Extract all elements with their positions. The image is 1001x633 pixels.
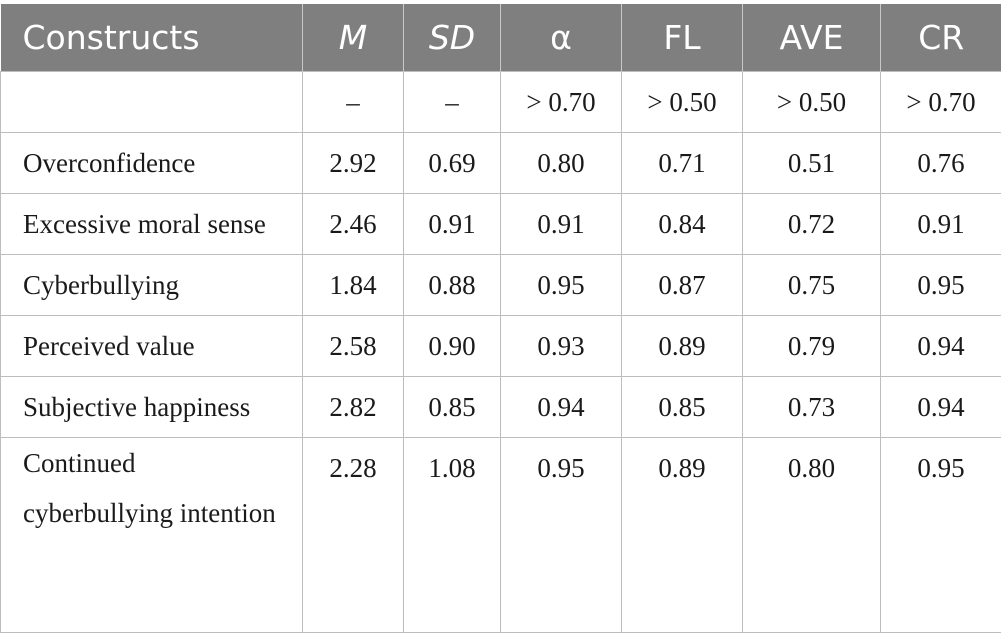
cell-sd: 0.85 (404, 377, 501, 438)
cell-alpha: 0.80 (501, 133, 622, 194)
cell-fl: 0.85 (622, 377, 743, 438)
cell-sd: 0.88 (404, 255, 501, 316)
cell-sd: 1.08 (404, 438, 501, 633)
header-row: Constructs M SD α FL AVE CR (1, 4, 1001, 72)
cell-mean: 2.82 (303, 377, 404, 438)
cell-construct (1, 72, 303, 133)
cell-mean: 2.28 (303, 438, 404, 633)
cell-mean: 1.84 (303, 255, 404, 316)
cell-fl: 0.89 (622, 316, 743, 377)
cell-alpha: 0.94 (501, 377, 622, 438)
header-mean: M (303, 4, 404, 72)
threshold-row: – – > 0.70 > 0.50 > 0.50 > 0.70 (1, 72, 1001, 133)
cell-mean: 2.92 (303, 133, 404, 194)
cell-fl: 0.71 (622, 133, 743, 194)
cell-mean: 2.58 (303, 316, 404, 377)
header-ave: AVE (743, 4, 881, 72)
cell-construct: Subjective happiness (1, 377, 303, 438)
cell-mean: 2.46 (303, 194, 404, 255)
cell-fl: > 0.50 (622, 72, 743, 133)
cell-alpha: > 0.70 (501, 72, 622, 133)
cell-cr: 0.95 (881, 438, 1001, 633)
table-row: Overconfidence 2.92 0.69 0.80 0.71 0.51 … (1, 133, 1001, 194)
cell-cr: 0.95 (881, 255, 1001, 316)
cell-ave: 0.79 (743, 316, 881, 377)
cell-construct: Continued cyberbullying intention (1, 438, 303, 633)
table-row: Subjective happiness 2.82 0.85 0.94 0.85… (1, 377, 1001, 438)
cell-cr: > 0.70 (881, 72, 1001, 133)
cell-alpha: 0.93 (501, 316, 622, 377)
cell-construct: Cyberbullying (1, 255, 303, 316)
table-row: Perceived value 2.58 0.90 0.93 0.89 0.79… (1, 316, 1001, 377)
cell-construct: Overconfidence (1, 133, 303, 194)
header-sd: SD (404, 4, 501, 72)
cell-sd: 0.90 (404, 316, 501, 377)
cell-construct: Perceived value (1, 316, 303, 377)
constructs-table: Constructs M SD α FL AVE CR – – > 0.70 >… (0, 4, 1001, 633)
cell-ave: 0.80 (743, 438, 881, 633)
cell-alpha: 0.95 (501, 255, 622, 316)
cell-construct: Excessive moral sense (1, 194, 303, 255)
table-row: Continued cyberbullying intention 2.28 1… (1, 438, 1001, 633)
cell-cr: 0.91 (881, 194, 1001, 255)
cell-cr: 0.94 (881, 377, 1001, 438)
table-row: Cyberbullying 1.84 0.88 0.95 0.87 0.75 0… (1, 255, 1001, 316)
cell-sd: 0.91 (404, 194, 501, 255)
cell-ave: 0.73 (743, 377, 881, 438)
header-constructs: Constructs (1, 4, 303, 72)
cell-sd: – (404, 72, 501, 133)
cell-fl: 0.84 (622, 194, 743, 255)
cell-alpha: 0.95 (501, 438, 622, 633)
table-row: Excessive moral sense 2.46 0.91 0.91 0.8… (1, 194, 1001, 255)
header-fl: FL (622, 4, 743, 72)
cell-alpha: 0.91 (501, 194, 622, 255)
cell-cr: 0.76 (881, 133, 1001, 194)
cell-sd: 0.69 (404, 133, 501, 194)
cell-ave: 0.72 (743, 194, 881, 255)
cell-cr: 0.94 (881, 316, 1001, 377)
cell-ave: 0.75 (743, 255, 881, 316)
header-cr: CR (881, 4, 1001, 72)
cell-ave: > 0.50 (743, 72, 881, 133)
header-alpha: α (501, 4, 622, 72)
cell-fl: 0.89 (622, 438, 743, 633)
cell-ave: 0.51 (743, 133, 881, 194)
cell-fl: 0.87 (622, 255, 743, 316)
cell-mean: – (303, 72, 404, 133)
